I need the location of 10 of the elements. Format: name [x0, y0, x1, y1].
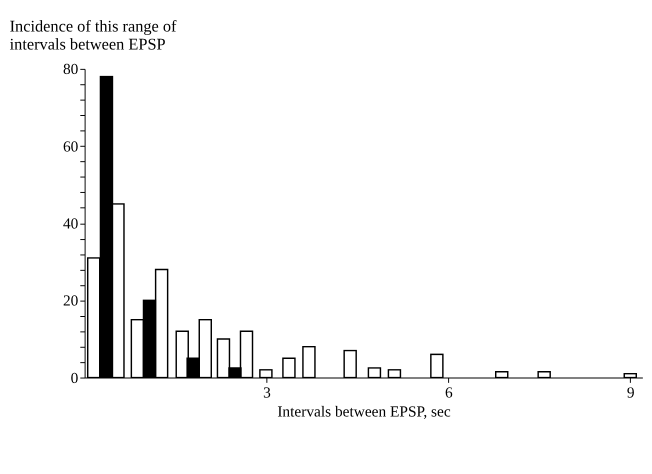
x-tick-label: 9 — [626, 384, 635, 402]
y-axis-title: Incidence of this range of intervals between EPSP — [10, 16, 178, 54]
y-tick-label: 20 — [63, 292, 79, 310]
y-tick-label: 80 — [63, 61, 79, 78]
x-tick-label: 6 — [445, 384, 454, 402]
y-tick-label: 60 — [63, 138, 79, 156]
y-tick-label: 0 — [70, 370, 79, 387]
x-axis-title: Intervals between EPSP, sec — [277, 404, 451, 421]
x-tick-label: 3 — [263, 384, 272, 402]
y-tick-label: 40 — [63, 216, 79, 232]
